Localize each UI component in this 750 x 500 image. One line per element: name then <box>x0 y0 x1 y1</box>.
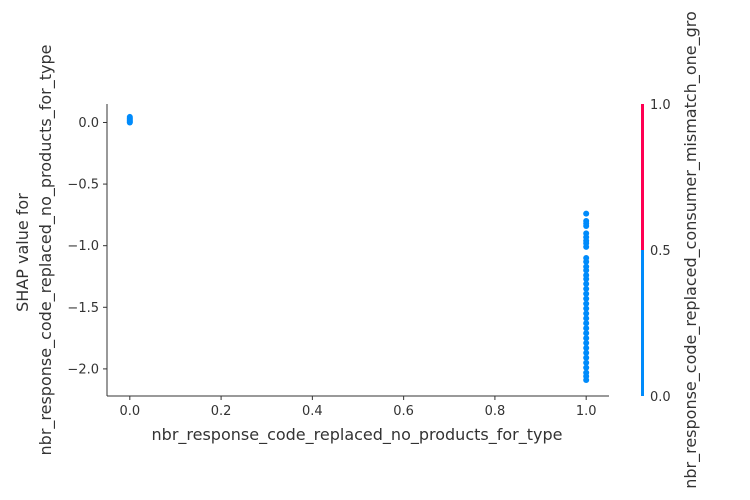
y-axis: 0.0 −0.5 −1.0 −1.5 −2.0 <box>67 116 107 377</box>
data-point <box>583 330 590 337</box>
data-point <box>583 325 590 332</box>
data-point <box>583 349 590 356</box>
data-point <box>583 280 590 287</box>
y-tick-label: −2.0 <box>67 362 99 377</box>
data-point <box>583 364 590 371</box>
data-point <box>583 335 590 342</box>
x-tick-label: 0.8 <box>485 404 506 419</box>
data-point <box>583 258 590 265</box>
data-point <box>583 243 590 250</box>
data-point <box>583 354 590 361</box>
colorbar-low-segment <box>641 250 644 396</box>
y-tick-label: 0.0 <box>78 116 99 131</box>
data-point <box>583 305 590 312</box>
x-axis-label: nbr_response_code_replaced_no_products_f… <box>152 425 563 445</box>
y-axis-label-line-2: nbr_response_code_replaced_no_products_f… <box>36 45 56 456</box>
data-point <box>583 376 590 383</box>
y-axis-label-line-1: SHAP value for <box>13 193 32 312</box>
data-point <box>583 359 590 366</box>
x-axis: 0.0 0.2 0.4 0.6 0.8 1.0 <box>119 396 597 419</box>
data-point <box>583 290 590 297</box>
colorbar-tick-label: 1.0 <box>650 98 671 113</box>
y-tick-label: −1.0 <box>67 239 99 254</box>
colorbar-tick-label: 0.5 <box>650 244 671 259</box>
y-tick-label: −0.5 <box>67 178 99 193</box>
data-point <box>583 267 590 274</box>
colorbar-tick-label: 0.0 <box>650 390 671 405</box>
data-point <box>583 340 590 347</box>
data-point <box>583 300 590 307</box>
data-point <box>583 295 590 302</box>
y-tick-label: −1.5 <box>67 301 99 316</box>
data-point <box>583 320 590 327</box>
y-axis-label: SHAP value for nbr_response_code_replace… <box>13 45 56 456</box>
data-point <box>126 119 133 126</box>
x-tick-label: 1.0 <box>576 404 597 419</box>
data-point <box>583 310 590 317</box>
data-point <box>583 222 590 229</box>
data-point <box>583 275 590 282</box>
data-point <box>583 210 590 217</box>
colorbar-high-segment <box>641 104 644 250</box>
x-tick-label: 0.6 <box>393 404 414 419</box>
x-tick-label: 0.4 <box>302 404 323 419</box>
colorbar-label: nbr_response_code_replaced_consumer_mism… <box>681 11 701 489</box>
data-point <box>583 344 590 351</box>
colorbar: 0.0 0.5 1.0 <box>641 98 671 405</box>
plot-area <box>106 104 609 397</box>
data-point <box>583 285 590 292</box>
x-tick-label: 0.0 <box>119 404 140 419</box>
data-point <box>583 315 590 322</box>
x-tick-label: 0.2 <box>211 404 232 419</box>
